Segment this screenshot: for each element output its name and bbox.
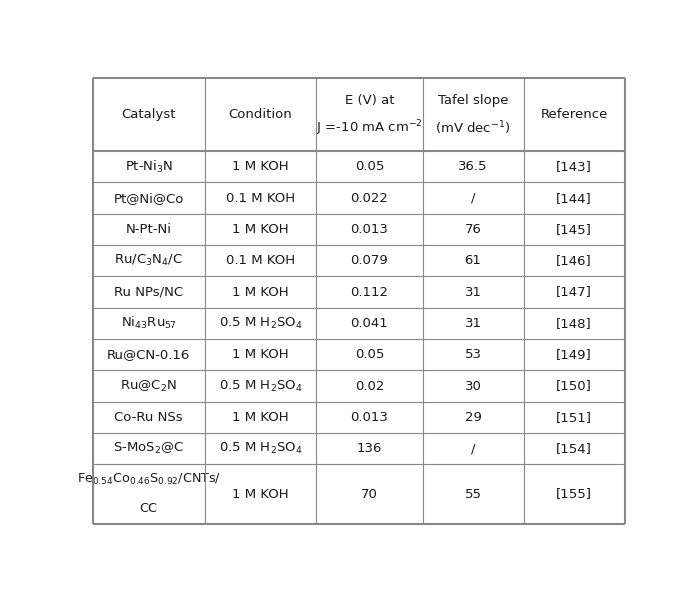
Text: [155]: [155] — [556, 488, 592, 501]
Text: 0.5 M H$_2$SO$_4$: 0.5 M H$_2$SO$_4$ — [218, 441, 302, 456]
Text: 0.013: 0.013 — [351, 223, 388, 236]
Text: Ru/C$_3$N$_4$/C: Ru/C$_3$N$_4$/C — [114, 253, 183, 268]
Text: 0.112: 0.112 — [351, 285, 388, 298]
Text: Ru@CN-0.16: Ru@CN-0.16 — [107, 348, 190, 361]
Text: [154]: [154] — [556, 442, 592, 455]
Text: 31: 31 — [465, 317, 482, 330]
Text: Ru NPs/NC: Ru NPs/NC — [114, 285, 183, 298]
Text: [146]: [146] — [556, 254, 592, 267]
Text: 0.5 M H$_2$SO$_4$: 0.5 M H$_2$SO$_4$ — [218, 316, 302, 331]
Text: Condition: Condition — [228, 108, 293, 121]
Text: 1 M KOH: 1 M KOH — [232, 223, 288, 236]
Text: 0.079: 0.079 — [351, 254, 388, 267]
Text: 36.5: 36.5 — [458, 160, 488, 173]
Text: J =-10 mA cm$^{-2}$: J =-10 mA cm$^{-2}$ — [316, 118, 423, 138]
Text: 0.02: 0.02 — [355, 379, 384, 392]
Text: (mV dec$^{-1}$): (mV dec$^{-1}$) — [435, 119, 511, 137]
Text: 30: 30 — [465, 379, 482, 392]
Text: [149]: [149] — [556, 348, 592, 361]
Text: Catalyst: Catalyst — [122, 108, 176, 121]
Text: 55: 55 — [465, 488, 482, 501]
Text: 0.05: 0.05 — [355, 160, 384, 173]
Text: Co-Ru NSs: Co-Ru NSs — [114, 411, 183, 424]
Text: 0.013: 0.013 — [351, 411, 388, 424]
Text: 1 M KOH: 1 M KOH — [232, 411, 288, 424]
Text: 0.041: 0.041 — [351, 317, 388, 330]
Text: [145]: [145] — [556, 223, 592, 236]
Text: 136: 136 — [357, 442, 382, 455]
Text: 70: 70 — [361, 488, 378, 501]
Text: [147]: [147] — [556, 285, 592, 298]
Text: /: / — [471, 191, 475, 204]
Text: E (V) at: E (V) at — [344, 94, 394, 107]
Text: 0.1 M KOH: 0.1 M KOH — [226, 191, 295, 204]
Text: 53: 53 — [465, 348, 482, 361]
Text: /: / — [471, 442, 475, 455]
Text: Pt@Ni@Co: Pt@Ni@Co — [113, 191, 184, 204]
Text: [143]: [143] — [556, 160, 592, 173]
Text: 1 M KOH: 1 M KOH — [232, 285, 288, 298]
Text: Pt-Ni$_3$N: Pt-Ni$_3$N — [125, 158, 173, 175]
Text: 1 M KOH: 1 M KOH — [232, 488, 288, 501]
Text: 31: 31 — [465, 285, 482, 298]
Text: 0.022: 0.022 — [351, 191, 388, 204]
Text: 0.1 M KOH: 0.1 M KOH — [226, 254, 295, 267]
Text: 0.05: 0.05 — [355, 348, 384, 361]
Text: 29: 29 — [465, 411, 482, 424]
Text: 61: 61 — [465, 254, 482, 267]
Text: 1 M KOH: 1 M KOH — [232, 160, 288, 173]
Text: Fe$_{0.54}$Co$_{0.46}$S$_{0.92}$/CNTs/: Fe$_{0.54}$Co$_{0.46}$S$_{0.92}$/CNTs/ — [76, 472, 221, 487]
Text: 76: 76 — [465, 223, 482, 236]
Text: Tafel slope: Tafel slope — [438, 94, 508, 107]
Text: [144]: [144] — [556, 191, 592, 204]
Text: Ni$_{43}$Ru$_{57}$: Ni$_{43}$Ru$_{57}$ — [121, 316, 176, 332]
Text: Ru@C$_2$N: Ru@C$_2$N — [120, 378, 177, 394]
Text: CC: CC — [140, 502, 158, 515]
Text: [150]: [150] — [556, 379, 592, 392]
Text: 0.5 M H$_2$SO$_4$: 0.5 M H$_2$SO$_4$ — [218, 378, 302, 394]
Text: N-Pt-Ni: N-Pt-Ni — [126, 223, 172, 236]
Text: S-MoS$_2$@C: S-MoS$_2$@C — [113, 441, 184, 456]
Text: 1 M KOH: 1 M KOH — [232, 348, 288, 361]
Text: [151]: [151] — [556, 411, 592, 424]
Text: [148]: [148] — [556, 317, 592, 330]
Text: Reference: Reference — [540, 108, 608, 121]
